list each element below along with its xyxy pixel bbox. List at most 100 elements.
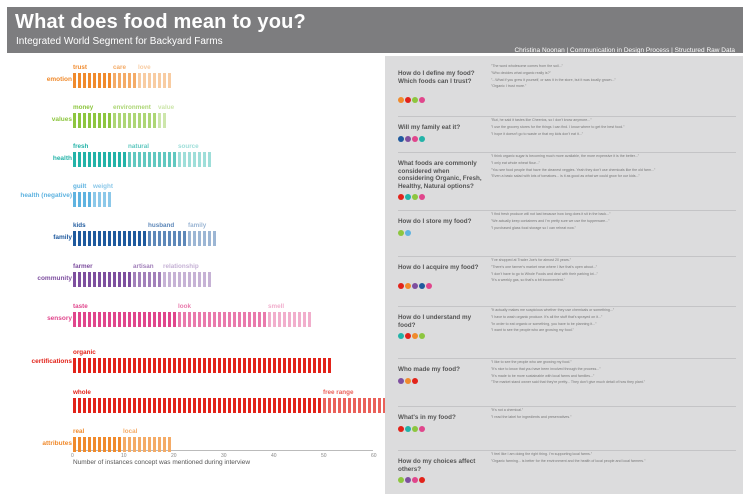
quote-line: "I feel like I am doing the right thing.… <box>491 452 593 456</box>
bar-segment <box>158 398 161 413</box>
quote-line: "I hope it doesn't go to waste or that m… <box>491 131 584 136</box>
category-dot <box>419 135 425 142</box>
quote-line: "I use the grocery stores for the things… <box>491 124 625 129</box>
x-axis <box>73 450 373 451</box>
bar-segment <box>163 113 166 128</box>
bar-segment <box>363 398 366 413</box>
bar-segment <box>213 312 216 327</box>
bar-segment <box>133 152 136 167</box>
bar-segment <box>178 231 181 246</box>
bar-segment <box>168 358 171 373</box>
bar-segment <box>93 113 96 128</box>
bar-segment <box>93 231 96 246</box>
bar-segment <box>148 113 151 128</box>
category-dot <box>405 96 411 103</box>
bar-segment <box>133 358 136 373</box>
bar-segment <box>113 358 116 373</box>
bar-segment <box>253 312 256 327</box>
bar-segment <box>163 358 166 373</box>
bar-segment <box>118 437 121 452</box>
question-text: How do I understand my food? <box>398 314 472 329</box>
category-dots <box>398 96 426 103</box>
bar-segment <box>93 312 96 327</box>
bar-segment <box>263 312 266 327</box>
bar-segment <box>268 312 271 327</box>
bar-segment <box>83 312 86 327</box>
answer-quotes: "I think organic sugar is becoming much … <box>491 154 736 181</box>
row-label: community <box>37 275 72 282</box>
bar-segment <box>103 231 106 246</box>
bar-segment <box>153 152 156 167</box>
bar-segment <box>383 398 386 413</box>
keyword-label: natural <box>128 143 149 150</box>
question-separator <box>398 210 736 211</box>
bar-segment <box>293 312 296 327</box>
bar-segment <box>168 398 171 413</box>
answer-quotes: "I've shopped at Trader Joe's for almost… <box>491 258 736 285</box>
bar-segment <box>98 152 101 167</box>
bar-segment <box>138 272 141 287</box>
bar-segment <box>123 272 126 287</box>
bar-segment <box>103 312 106 327</box>
bar-segment <box>298 312 301 327</box>
bar-segment <box>103 73 106 88</box>
bar-segment <box>233 358 236 373</box>
bar-segment <box>158 272 161 287</box>
bar-segment <box>88 152 91 167</box>
bar-segment <box>108 272 111 287</box>
keyword-label: husband <box>148 222 175 229</box>
bar-segment <box>283 358 286 373</box>
bar-segment <box>263 358 266 373</box>
bar-segment <box>173 312 176 327</box>
bar-segment <box>193 398 196 413</box>
bar-segment <box>368 398 371 413</box>
bar-segment <box>198 358 201 373</box>
bar-segment <box>108 398 111 413</box>
bar-segment <box>153 113 156 128</box>
bar-segment <box>118 358 121 373</box>
bar-segment <box>88 192 91 207</box>
bar-segment <box>338 398 341 413</box>
bar-segment <box>153 398 156 413</box>
bar-segment <box>193 152 196 167</box>
question-separator <box>398 116 736 117</box>
bar-segment <box>153 437 156 452</box>
bar-segment <box>293 358 296 373</box>
x-tick-label: 0 <box>71 453 74 459</box>
keyword-label: weight <box>93 183 113 190</box>
category-dot <box>419 477 425 483</box>
bar-segment <box>98 73 101 88</box>
quote-line: "But, he said it tastes like Cheerios, s… <box>491 118 592 122</box>
x-tick-label: 50 <box>321 453 327 459</box>
bar-segment <box>168 272 171 287</box>
question-separator <box>398 450 736 451</box>
bar-segment <box>173 152 176 167</box>
answer-quotes: "I find fresh produce will not last beca… <box>491 212 736 232</box>
bar-segment <box>318 398 321 413</box>
bar-segment <box>93 73 96 88</box>
question-separator <box>398 256 736 257</box>
bar-segment <box>188 312 191 327</box>
category-dots <box>398 477 426 483</box>
bar-segment <box>188 358 191 373</box>
bar-segment <box>313 358 316 373</box>
bar-segment <box>128 358 131 373</box>
bar-segment <box>163 272 166 287</box>
bar-segment <box>98 398 101 413</box>
bar-segment <box>308 398 311 413</box>
bar-segment <box>253 358 256 373</box>
bar-segment <box>108 73 111 88</box>
bar-segment <box>273 398 276 413</box>
bar-segment <box>293 398 296 413</box>
bar-segment <box>138 73 141 88</box>
quote-line: "It's made to be more sustainable with l… <box>491 373 595 378</box>
bar-segment <box>133 312 136 327</box>
bar-segment <box>258 312 261 327</box>
bar-segment <box>298 358 301 373</box>
bar-segment <box>278 312 281 327</box>
bar-segment <box>73 358 76 373</box>
bar-segment <box>173 398 176 413</box>
bar-segment <box>83 398 86 413</box>
bar-segment <box>203 312 206 327</box>
category-dot <box>412 425 418 432</box>
